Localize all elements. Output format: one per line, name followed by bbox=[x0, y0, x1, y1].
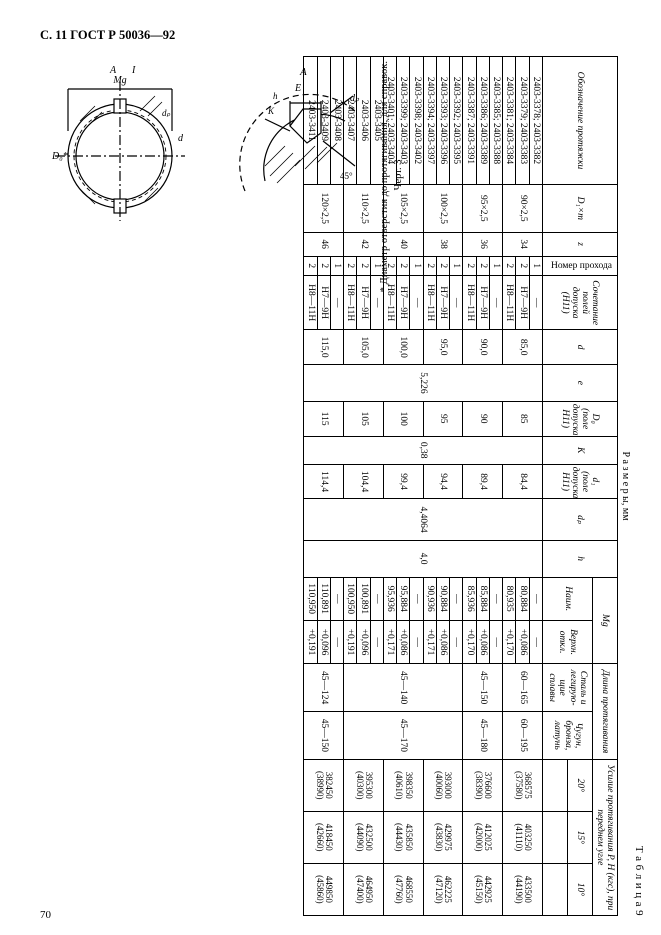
th-force: Усилие протягивания P, Н (кгс), при пере… bbox=[593, 759, 618, 915]
th-a15: 15° bbox=[568, 811, 593, 863]
th-mg: Mg bbox=[593, 577, 618, 664]
page: С. 11 ГОСТ Р 50036—92 bbox=[0, 0, 661, 935]
svg-text:d: d bbox=[178, 133, 184, 144]
th-dp: dₚ bbox=[543, 499, 618, 540]
th-a10: 10° bbox=[568, 863, 593, 915]
th-h: h bbox=[543, 540, 618, 577]
th-z: z bbox=[543, 232, 618, 256]
svg-text:h: h bbox=[273, 91, 278, 101]
th-tol: Сочетание полей допуска (H11) bbox=[543, 276, 618, 330]
th-np: Номер прохода bbox=[543, 256, 618, 276]
th-dm: D₁×m bbox=[543, 184, 618, 232]
th-mat2: Чугун, бронза, латунь bbox=[543, 711, 593, 759]
svg-text:K: K bbox=[267, 106, 275, 116]
table-row: 2403-3398; 2403-3402105×2,5401—100,01009… bbox=[410, 57, 423, 916]
th-d0: D₀ (поле допуска H11) bbox=[543, 401, 618, 436]
th-a20: 20° bbox=[568, 759, 593, 811]
th-ver: Верхн. откл. bbox=[543, 620, 593, 663]
th-K: K bbox=[543, 436, 618, 464]
th-d: d bbox=[543, 330, 618, 365]
table-row: 2403-3378; 2403-338290×2,5341—85,05,2268… bbox=[529, 57, 542, 916]
svg-text:Mg: Mg bbox=[112, 75, 126, 86]
th-desig: Обозначение протяжки bbox=[543, 57, 618, 185]
svg-text:A: A bbox=[109, 65, 117, 76]
table-row: 2403-3392; 2403-3395100×2,5381—95,09594,… bbox=[450, 57, 463, 916]
sizes-label: Р а з м е р ы, мм bbox=[620, 56, 631, 916]
table-row: 2403-3405110×2,5421—105,0105104,4——39530… bbox=[370, 57, 383, 916]
table-row: 2403-3408120×2,5461—115,0115114,4——45—12… bbox=[331, 57, 344, 916]
data-table: Обозначение протяжки D₁×m z Номер проход… bbox=[304, 56, 619, 916]
th-nom: Наим. bbox=[543, 577, 593, 620]
page-header: С. 11 ГОСТ Р 50036—92 bbox=[40, 28, 629, 43]
svg-text:I: I bbox=[131, 65, 136, 76]
th-e: e bbox=[543, 364, 618, 401]
table-row: 2403-3385; 2403-338895×2,5361—90,09089,4… bbox=[490, 57, 503, 916]
svg-text:dₚ: dₚ bbox=[162, 108, 171, 118]
table-label: Т а б л и ц а 9 bbox=[633, 56, 645, 916]
th-len: Длина протягивания bbox=[593, 664, 618, 759]
th-mat1: Сталь и легирую-щие сплавы bbox=[543, 664, 593, 712]
page-number: 70 bbox=[40, 909, 51, 921]
svg-text:D₀*: D₀* bbox=[51, 151, 68, 162]
table-container: Т а б л и ц а 9 Р а з м е р ы, мм Обозна… bbox=[295, 56, 645, 916]
th-d1: d₁ (поле допуска H11) bbox=[543, 464, 618, 499]
